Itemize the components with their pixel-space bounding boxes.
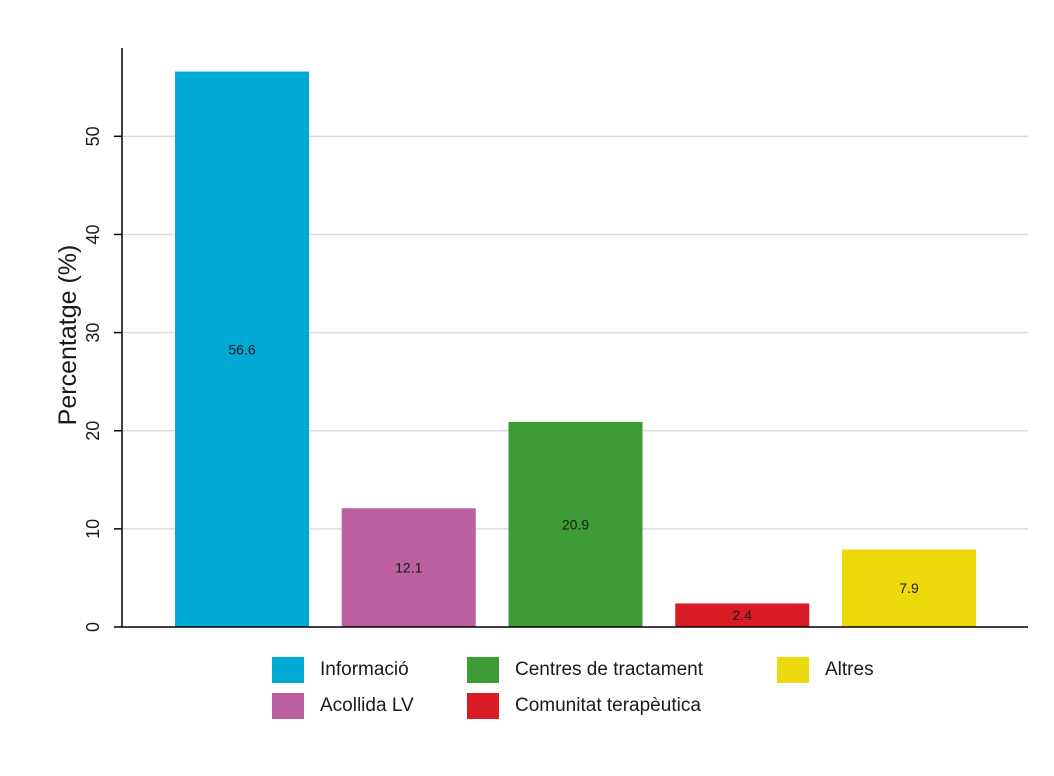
bar: [675, 603, 810, 627]
legend-item-acollida-lv: Acollida LV: [272, 688, 467, 724]
y-tick-label: 40: [83, 224, 103, 244]
bars: [175, 71, 976, 627]
legend-item-informacio: Informació: [272, 652, 467, 688]
legend-swatch: [272, 657, 304, 683]
legend-swatch: [272, 693, 304, 719]
y-tick-label: 30: [83, 323, 103, 343]
bar: [842, 549, 976, 627]
bar-value-label: 56.6: [228, 341, 255, 357]
legend-label: Centres de tractament: [515, 659, 703, 680]
y-axis-title: Percentatge (%): [54, 245, 82, 426]
legend-swatch: [467, 693, 499, 719]
legend-swatch: [467, 657, 499, 683]
legend-label: Acollida LV: [320, 695, 414, 716]
y-tick-label: 20: [83, 421, 103, 441]
bar: [508, 421, 643, 627]
legend-swatch: [777, 657, 809, 683]
bar-value-labels: 56.6 12.1 20.9 2.4 7.9: [228, 341, 919, 623]
y-tick-label: 50: [83, 126, 103, 146]
bar-value-label: 7.9: [899, 580, 919, 596]
y-tick-label: 10: [83, 519, 103, 539]
legend-item-altres: Altres: [777, 652, 937, 688]
y-tick-label: 0: [83, 622, 103, 632]
legend-item-comunitat-terapeutica: Comunitat terapèutica: [467, 688, 777, 724]
legend-label: Altres: [825, 659, 874, 680]
legend: Informació Acollida LV Centres de tracta…: [272, 652, 937, 724]
bar-value-label: 2.4: [733, 607, 753, 623]
legend-label: Comunitat terapèutica: [515, 695, 701, 716]
legend-item-centres-de-tractament: Centres de tractament: [467, 652, 777, 688]
legend-label: Informació: [320, 659, 409, 680]
bar: [341, 508, 476, 627]
bar-value-label: 12.1: [395, 560, 422, 576]
axes: 0 10 20 30 40 50: [83, 48, 1028, 632]
bar-value-label: 20.9: [562, 516, 589, 532]
bar: [175, 71, 309, 627]
